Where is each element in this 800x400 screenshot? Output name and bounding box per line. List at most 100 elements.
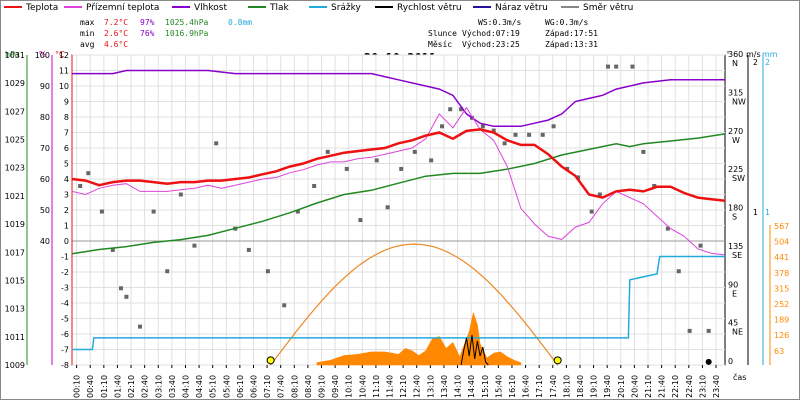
x-tick-label: 13:40: [440, 375, 449, 398]
celsius-tick-label: 8: [64, 113, 69, 122]
moon-set: Západ:13:31: [545, 40, 598, 49]
wind-direction-point: [614, 64, 619, 69]
wind-direction-point: [246, 247, 251, 252]
humidity-line: [72, 69, 725, 128]
stats-min-label: min: [80, 29, 95, 38]
wind-direction-point: [706, 328, 711, 333]
wind-direction-point: [165, 269, 170, 274]
wind-direction-point: [412, 149, 417, 154]
percent-tick-label: 80: [40, 113, 50, 122]
stats-max-rain: 0.8mm: [228, 18, 252, 27]
x-tick-label: 17:40: [549, 375, 558, 398]
celsius-tick-label: 2: [64, 206, 69, 215]
celsius-tick-label: 4: [64, 175, 69, 184]
wind-direction-point: [606, 64, 611, 69]
x-tick-label: 18:40: [576, 375, 585, 398]
x-tick-label: 13:10: [426, 375, 435, 398]
direction-tick-label: 270: [728, 127, 743, 136]
x-tick-label: 03:40: [168, 375, 177, 398]
legend-label: Srážky: [331, 3, 362, 13]
x-tick-label: 00:10: [73, 375, 82, 398]
wind-direction-point: [597, 192, 602, 197]
ms-tick-label: 2: [753, 58, 758, 67]
stats-max-label: max: [80, 18, 95, 27]
legend-label: Přízemní teplota: [86, 3, 159, 13]
wind-direction-point: [78, 183, 83, 188]
sun-arc-line: [270, 243, 559, 366]
wind-direction-point: [374, 158, 379, 163]
x-tick-label: 22:40: [685, 375, 694, 398]
direction-tick-label: 180: [728, 204, 743, 213]
celsius-tick-label: 12: [59, 51, 69, 60]
wind-direction-point: [124, 294, 129, 299]
hpa-tick-label: 1029: [5, 79, 25, 88]
wind-gust-stat: WG:0.3m/s: [545, 18, 589, 27]
wind-direction-point: [480, 124, 485, 129]
solar-tick-label: 315: [774, 284, 789, 293]
hpa-tick-label: 1021: [5, 192, 25, 201]
x-tick-label: 21:10: [644, 375, 653, 398]
celsius-tick-label: 5: [64, 160, 69, 169]
wind-direction-point: [502, 141, 507, 146]
stats-avg-label: avg: [80, 40, 95, 49]
wind-direction-point: [440, 124, 445, 129]
x-tick-label: 04:40: [195, 375, 204, 398]
wind-direction-point: [491, 128, 496, 133]
ms-tick-label: 1: [753, 208, 758, 217]
deg-unit-label: °: [726, 50, 730, 59]
plot-axes: 1211109876543210-1-2-3-4-5-6-7-810311029…: [5, 50, 790, 398]
sun-label: Slunce: [428, 29, 457, 38]
x-tick-label: 07:10: [263, 375, 272, 398]
celsius-tick-label: -6: [61, 330, 69, 339]
stats-avg-temp: 4.6°C: [104, 40, 128, 49]
direction-name-label: N: [732, 59, 738, 68]
x-tick-label: 17:10: [535, 375, 544, 398]
x-tick-label: 09:40: [331, 375, 340, 398]
direction-name-label: SE: [732, 251, 742, 260]
stats-max-hum: 97%: [140, 18, 155, 27]
wind-direction-point: [641, 149, 646, 154]
direction-tick-label: 360: [728, 50, 743, 59]
x-tick-label: 09:10: [318, 375, 327, 398]
percent-unit-label: %: [39, 50, 47, 59]
direction-name-label: NE: [732, 328, 743, 337]
percent-tick-label: 70: [40, 144, 50, 153]
wind-direction-point: [551, 124, 556, 129]
x-tick-label: 15:40: [494, 375, 503, 398]
wind-direction-point: [99, 209, 104, 214]
sun-rise: Východ:07:19: [462, 29, 520, 38]
direction-tick-label: 45: [728, 319, 738, 328]
chart-legend: Teplota Přízemní teplota Vlhkost Tlak Srážky…: [4, 3, 633, 13]
x-tick-label: 08:10: [290, 375, 299, 398]
x-tick-label: 07:40: [277, 375, 286, 398]
x-tick-label: 14:10: [454, 375, 463, 398]
wind-direction-point: [110, 247, 115, 252]
wind-direction-point: [344, 166, 349, 171]
legend-label: Tlak: [269, 3, 290, 13]
celsius-tick-label: -2: [61, 268, 69, 277]
x-tick-label: 19:40: [603, 375, 612, 398]
wind-direction-point: [687, 328, 692, 333]
x-tick-label: 21:40: [658, 375, 667, 398]
celsius-tick-label: 0: [64, 237, 69, 246]
hpa-unit-label: hPa: [5, 50, 20, 59]
celsius-tick-label: 9: [64, 98, 69, 107]
wind-direction-point: [459, 107, 464, 112]
stats-min-press: 1016.9hPa: [165, 29, 209, 38]
x-tick-label: 00:40: [86, 375, 95, 398]
stats-max-temp: 7.2°C: [104, 18, 128, 27]
wind-direction-point: [295, 209, 300, 214]
wind-direction-point: [513, 132, 518, 137]
hpa-tick-label: 1031: [5, 51, 25, 60]
celsius-tick-label: -5: [61, 315, 69, 324]
solar-tick-label: 441: [774, 253, 789, 262]
solar-tick-label: 252: [774, 300, 789, 309]
wind-direction-point: [312, 183, 317, 188]
wind-direction-point: [630, 64, 635, 69]
direction-name-label: SW: [732, 174, 745, 183]
moon-label: Měsíc: [428, 40, 452, 49]
sunset-marker: [553, 356, 562, 365]
wind-direction-point: [214, 141, 219, 146]
